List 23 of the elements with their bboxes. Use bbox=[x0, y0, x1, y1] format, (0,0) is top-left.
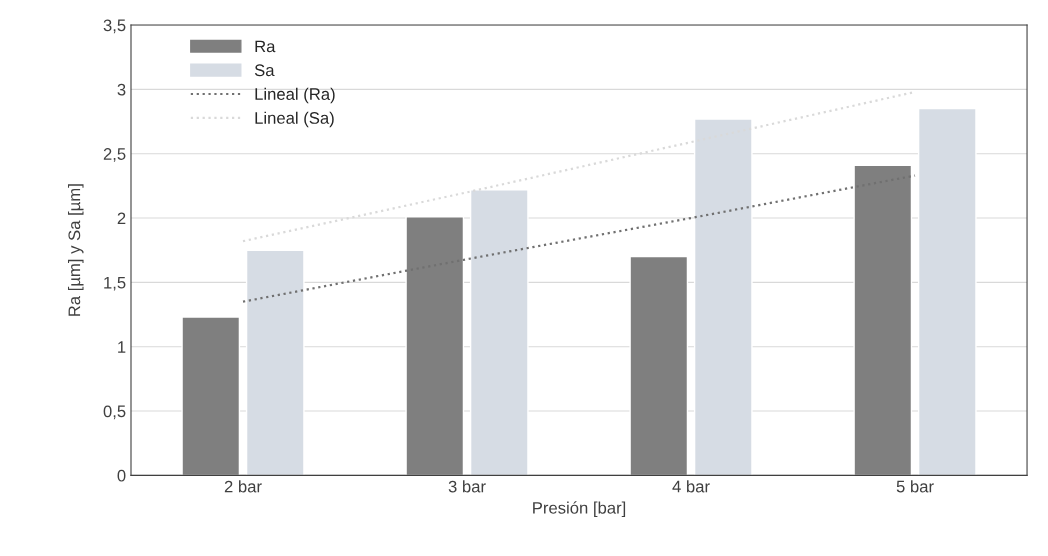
bar bbox=[405, 216, 465, 476]
x-tick-label: 4 bar bbox=[672, 480, 710, 493]
legend-label: Lineal (Sa) bbox=[255, 111, 334, 128]
y-tick-label: 0,5 bbox=[103, 405, 126, 420]
legend-label: Ra bbox=[255, 40, 276, 53]
x-tick-label: 2 bar bbox=[224, 480, 262, 493]
y-tick-label: 2 bbox=[117, 212, 126, 225]
bar bbox=[181, 316, 241, 476]
legend-label: Sa bbox=[254, 64, 275, 77]
y-tick-label: 0 bbox=[117, 469, 126, 482]
x-tick-label: 5 bar bbox=[896, 480, 934, 493]
y-tick-label: 3,5 bbox=[103, 19, 126, 34]
x-tick-label: 3 bar bbox=[448, 480, 486, 493]
bar bbox=[629, 255, 689, 476]
y-tick-label: 1,5 bbox=[104, 276, 126, 291]
y-tick-label: 1 bbox=[118, 341, 126, 353]
line-series bbox=[241, 174, 917, 303]
y-tick-label: 3 bbox=[117, 83, 126, 96]
legend-label: Lineal (Ra) bbox=[255, 87, 335, 104]
x-axis-title: Presión [bar] bbox=[533, 501, 626, 518]
bar bbox=[853, 164, 913, 476]
y-tick-label: 2,5 bbox=[103, 148, 126, 162]
y-axis-title: Ra [µm] y Sa [µm] bbox=[67, 184, 84, 316]
